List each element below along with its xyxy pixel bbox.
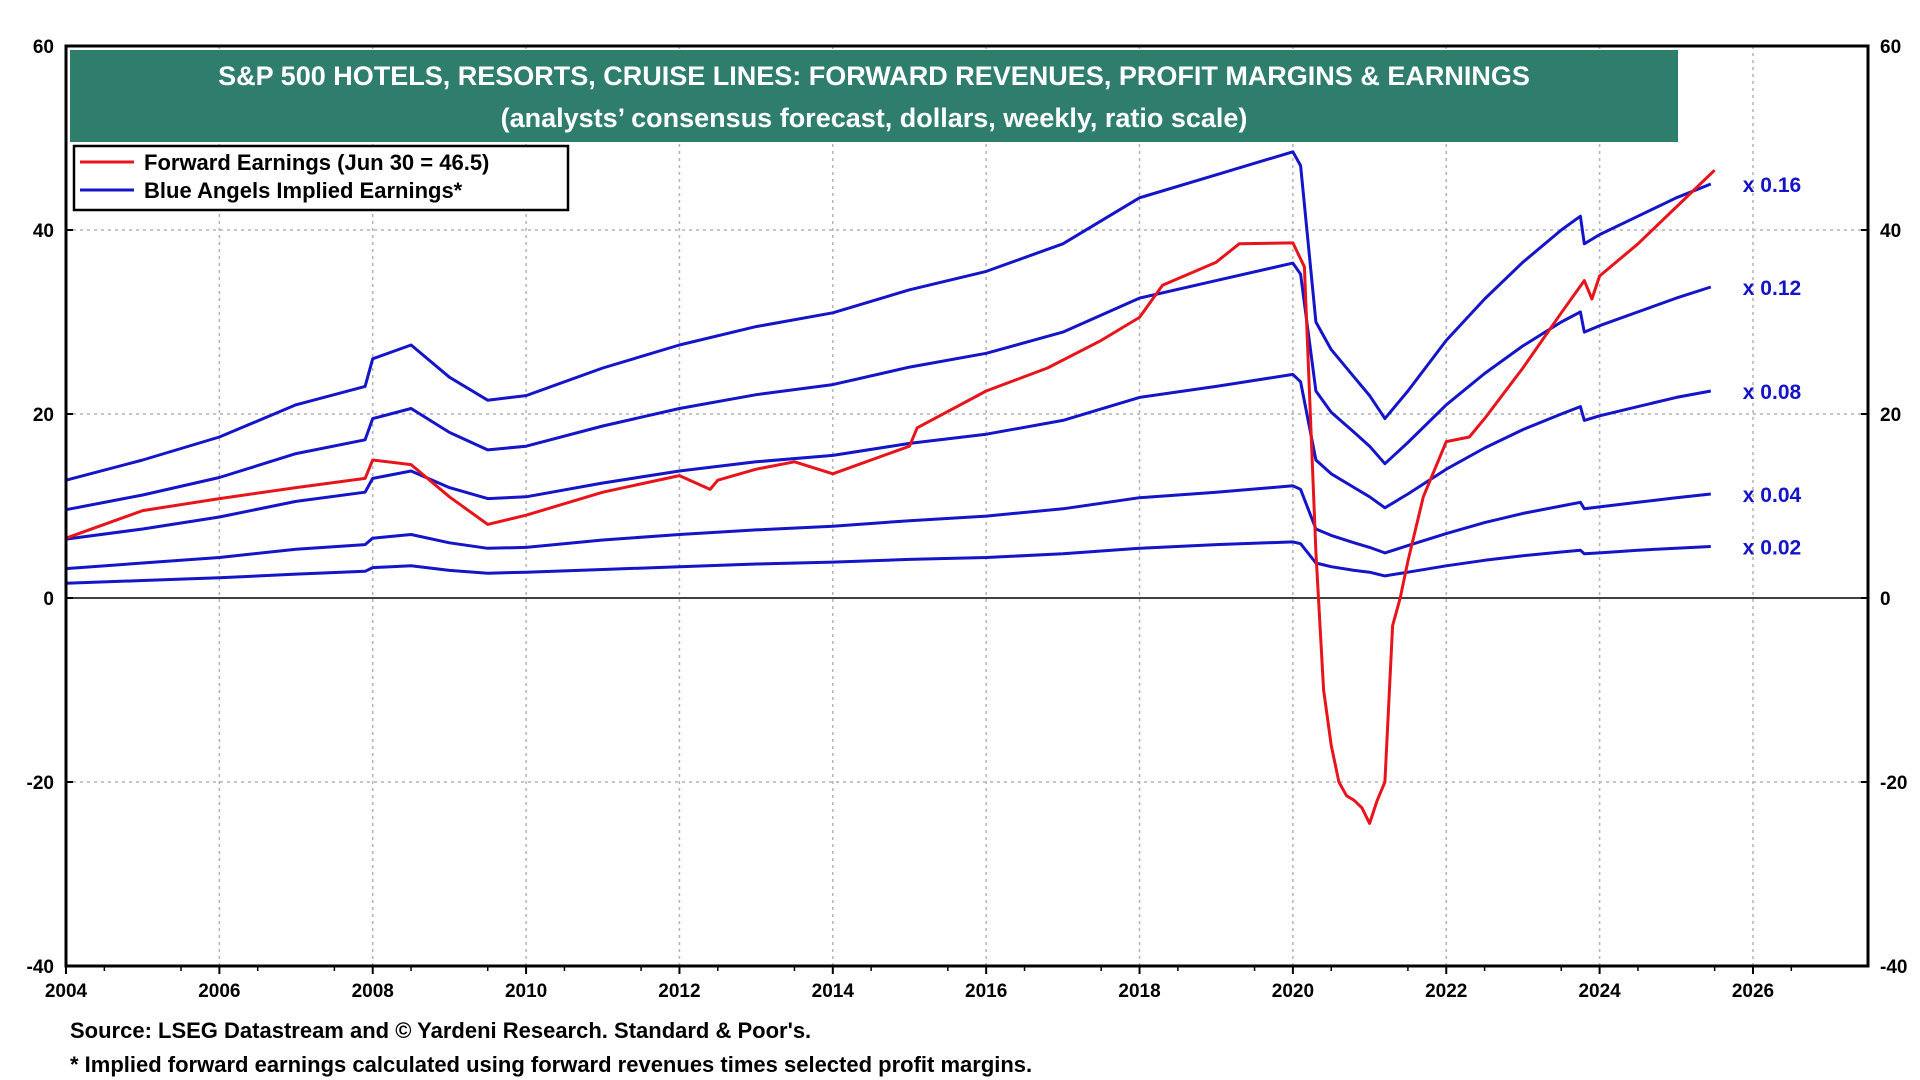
series-label-1: x 0.16 bbox=[1743, 174, 1801, 197]
y-tick-label-left: 60 bbox=[33, 37, 54, 58]
footnote: * Implied forward earnings calculated us… bbox=[70, 1052, 1033, 1077]
series-label-2: x 0.12 bbox=[1743, 277, 1801, 300]
series-label-4: x 0.04 bbox=[1743, 484, 1802, 507]
plot-frame bbox=[64, 44, 1870, 968]
x-tick-label: 2006 bbox=[198, 981, 240, 1000]
y-tick-label-right: 20 bbox=[1880, 405, 1901, 426]
y-tick-label-right: -20 bbox=[1880, 773, 1907, 794]
y-tick-label-left: 40 bbox=[33, 221, 54, 242]
x-tick-label: 2022 bbox=[1425, 981, 1467, 1000]
series-line-4 bbox=[65, 484, 1711, 571]
series-line-2 bbox=[65, 261, 1712, 512]
y-tick-label-left: 20 bbox=[33, 405, 54, 426]
chart-subtitle: (analysts’ consensus forecast, dollars, … bbox=[501, 103, 1248, 133]
axis-ticks: 2004 2006 2008 2010 2012 2014 2016 2018 2020 2022… bbox=[27, 37, 1908, 1002]
x-tick-label: 2004 bbox=[45, 981, 88, 1000]
legend-box bbox=[72, 144, 570, 212]
series-label-3: x 0.08 bbox=[1743, 381, 1802, 404]
series-label-5: x 0.02 bbox=[1743, 536, 1801, 559]
x-tick-label: 2012 bbox=[658, 981, 700, 1000]
series-line-1 bbox=[65, 150, 1712, 482]
series-labels: x 0.16 x 0.12 x 0.08 x 0.04 x 0.02 bbox=[1743, 174, 1802, 559]
y-tick-label-left: 0 bbox=[43, 589, 54, 610]
x-tick-label: 2024 bbox=[1578, 981, 1621, 1000]
chart-title: S&P 500 HOTELS, RESORTS, CRUISE LINES: F… bbox=[218, 61, 1530, 91]
series-line-3 bbox=[65, 372, 1712, 541]
y-tick-label-right: 60 bbox=[1880, 37, 1901, 58]
legend: Forward Earnings (Jun 30 = 46.5) Blue An… bbox=[72, 144, 570, 212]
x-tick-label: 2014 bbox=[812, 981, 855, 1000]
x-tick-label: 2008 bbox=[352, 981, 394, 1000]
y-tick-label-right: 40 bbox=[1880, 221, 1901, 242]
y-tick-label-left: -40 bbox=[27, 957, 54, 978]
x-tick-label: 2010 bbox=[505, 981, 547, 1000]
y-tick-label-right: -40 bbox=[1880, 957, 1907, 978]
legend-label-forward-earnings: Forward Earnings (Jun 30 = 46.5) bbox=[144, 150, 489, 175]
y-tick-label-left: -20 bbox=[27, 773, 54, 794]
title-banner: S&P 500 HOTELS, RESORTS, CRUISE LINES: F… bbox=[70, 50, 1678, 142]
source-note: Source: LSEG Datastream and © Yardeni Re… bbox=[70, 1018, 812, 1043]
title-background bbox=[70, 50, 1678, 142]
x-tick-label: 2018 bbox=[1118, 981, 1160, 1000]
y-tick-label-right: 0 bbox=[1880, 589, 1891, 610]
line-chart: x 0.16 x 0.12 x 0.08 x 0.04 x 0.02 2004 2006 2… bbox=[27, 37, 1908, 1002]
x-tick-label: 2016 bbox=[965, 981, 1007, 1000]
x-tick-label: 2026 bbox=[1732, 981, 1774, 1000]
legend-label-implied-earnings: Blue Angels Implied Earnings* bbox=[144, 178, 463, 203]
series-line-0 bbox=[65, 169, 1716, 825]
series-line-5 bbox=[65, 540, 1711, 585]
x-tick-label: 2020 bbox=[1272, 981, 1314, 1000]
series-group bbox=[65, 150, 1716, 825]
